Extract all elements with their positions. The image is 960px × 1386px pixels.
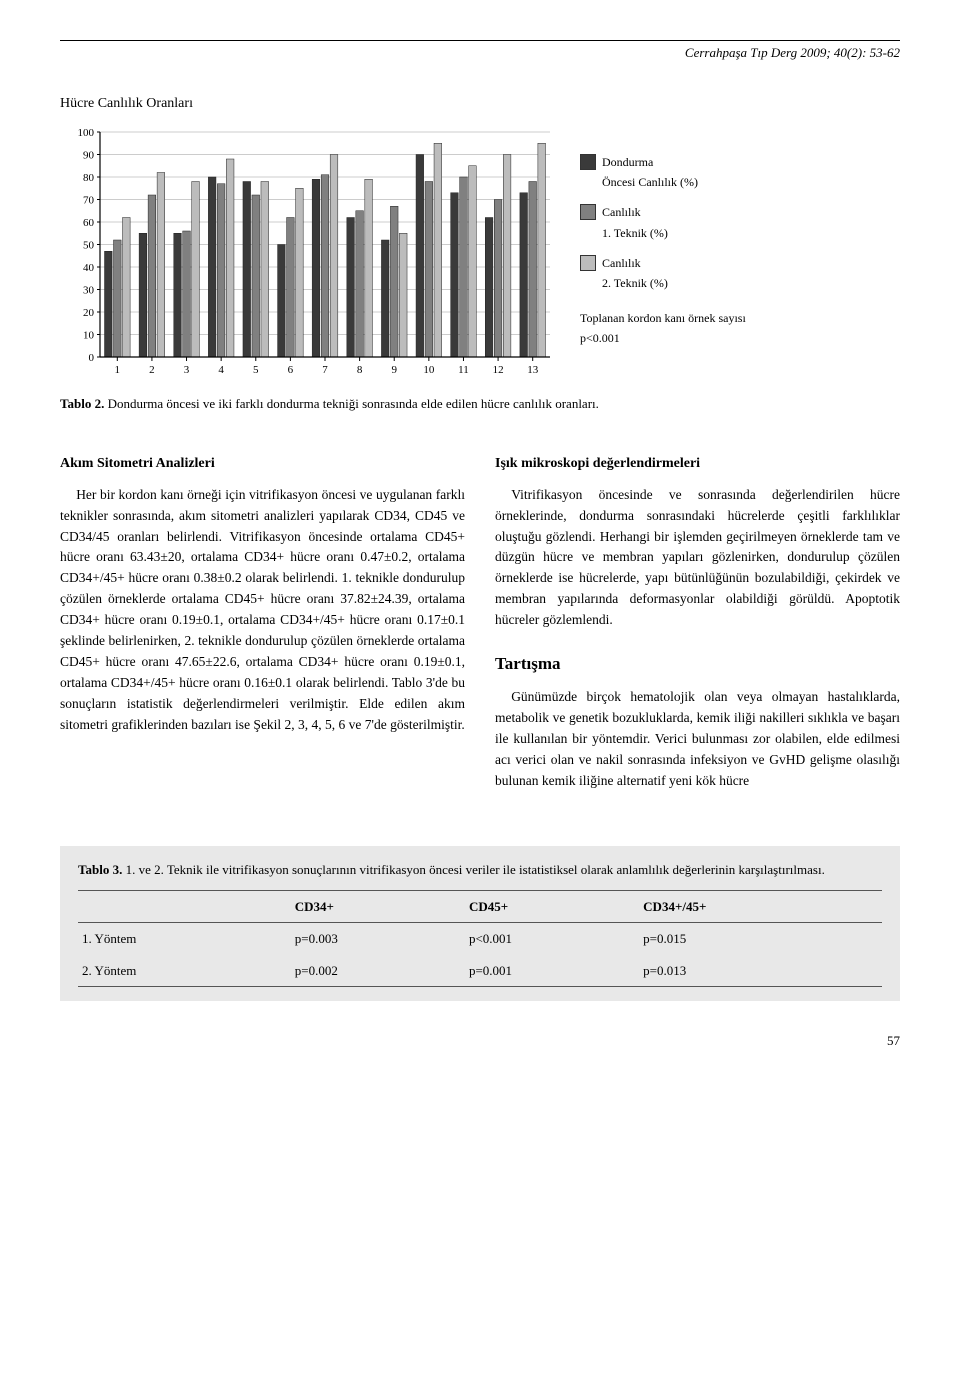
- table3-header-cell: CD34+: [291, 890, 465, 923]
- table3-cell: p<0.001: [465, 923, 639, 955]
- table3-cell: 2. Yöntem: [78, 955, 291, 987]
- table3-row: 2. Yöntemp=0.002p=0.001p=0.013: [78, 955, 882, 987]
- svg-text:13: 13: [527, 364, 539, 376]
- left-p1: Her bir kordon kanı örneği için vitrifik…: [60, 485, 465, 736]
- right-heading2: Tartışma: [495, 651, 900, 677]
- svg-text:5: 5: [253, 364, 259, 376]
- table3-cell: p=0.002: [291, 955, 465, 987]
- legend-swatch: [580, 204, 596, 220]
- svg-text:10: 10: [423, 364, 435, 376]
- table3-cell: p=0.013: [639, 955, 882, 987]
- svg-text:0: 0: [89, 352, 95, 364]
- svg-text:10: 10: [83, 329, 95, 341]
- svg-text:50: 50: [83, 239, 95, 251]
- svg-text:60: 60: [83, 217, 95, 229]
- body-columns: Akım Sitometri Analizleri Her bir kordon…: [60, 453, 900, 806]
- table3-cell: p=0.001: [465, 955, 639, 987]
- chart-pvalue: p<0.001: [580, 328, 746, 348]
- svg-text:80: 80: [83, 172, 95, 184]
- figure-2: 010203040506070809010012345678910111213 …: [60, 122, 900, 382]
- right-column: Işık mikroskopi değerlendirmeleri Vitrif…: [495, 453, 900, 806]
- legend-label: DondurmaÖncesi Canlılık (%): [602, 152, 698, 193]
- tablo2-caption: Tablo 2. Dondurma öncesi ve iki farklı d…: [60, 394, 900, 414]
- svg-text:100: 100: [78, 127, 95, 139]
- right-p1: Vitrifikasyon öncesinde ve sonrasında de…: [495, 485, 900, 631]
- table3-label: Tablo 3.: [78, 862, 122, 877]
- svg-text:40: 40: [83, 262, 95, 274]
- table3: CD34+CD45+CD34+/45+ 1. Yöntemp=0.003p<0.…: [78, 890, 882, 988]
- figure-title: Hücre Canlılık Oranları: [60, 93, 900, 114]
- table3-text: 1. ve 2. Teknik ile vitrifikasyon sonuçl…: [126, 862, 825, 877]
- svg-text:70: 70: [83, 194, 95, 206]
- svg-text:20: 20: [83, 307, 95, 319]
- table3-caption: Tablo 3. 1. ve 2. Teknik ile vitrifikasy…: [78, 860, 882, 880]
- chart-svg: 010203040506070809010012345678910111213: [60, 122, 560, 382]
- left-column: Akım Sitometri Analizleri Her bir kordon…: [60, 453, 465, 806]
- right-heading1: Işık mikroskopi değerlendirmeleri: [495, 453, 900, 475]
- legend-item: Canlılık1. Teknik (%): [580, 202, 746, 243]
- table3-row: 1. Yöntemp=0.003p<0.001p=0.015: [78, 923, 882, 955]
- table3-header-cell: CD45+: [465, 890, 639, 923]
- legend-label: Canlılık2. Teknik (%): [602, 253, 668, 294]
- header-rule: [60, 40, 900, 41]
- svg-text:3: 3: [184, 364, 190, 376]
- svg-text:30: 30: [83, 284, 95, 296]
- svg-text:8: 8: [357, 364, 363, 376]
- legend-swatch: [580, 154, 596, 170]
- svg-text:11: 11: [458, 364, 469, 376]
- table3-cell: 1. Yöntem: [78, 923, 291, 955]
- table3-box: Tablo 3. 1. ve 2. Teknik ile vitrifikasy…: [60, 846, 900, 1001]
- svg-text:1: 1: [115, 364, 121, 376]
- table3-header-cell: CD34+/45+: [639, 890, 882, 923]
- journal-header: Cerrahpaşa Tıp Derg 2009; 40(2): 53-62: [60, 43, 900, 63]
- svg-text:6: 6: [288, 364, 294, 376]
- svg-text:9: 9: [391, 364, 397, 376]
- svg-text:7: 7: [322, 364, 328, 376]
- svg-text:90: 90: [83, 149, 95, 161]
- svg-text:4: 4: [218, 364, 224, 376]
- tablo2-label: Tablo 2.: [60, 396, 104, 411]
- table3-cell: p=0.015: [639, 923, 882, 955]
- svg-text:12: 12: [493, 364, 504, 376]
- chart-legend: DondurmaÖncesi Canlılık (%) Canlılık1. Te…: [580, 122, 746, 349]
- table3-cell: p=0.003: [291, 923, 465, 955]
- bar-chart: 010203040506070809010012345678910111213: [60, 122, 560, 382]
- right-p2: Günümüzde birçok hematolojik olan veya o…: [495, 687, 900, 792]
- page-number: 57: [60, 1031, 900, 1051]
- table3-header-cell: [78, 890, 291, 923]
- tablo2-text: Dondurma öncesi ve iki farklı dondurma t…: [108, 396, 599, 411]
- legend-label: Canlılık1. Teknik (%): [602, 202, 668, 243]
- svg-text:2: 2: [149, 364, 155, 376]
- chart-subcaption: Toplanan kordon kanı örnek sayısı: [580, 308, 746, 328]
- left-heading: Akım Sitometri Analizleri: [60, 453, 465, 475]
- legend-item: DondurmaÖncesi Canlılık (%): [580, 152, 746, 193]
- legend-swatch: [580, 255, 596, 271]
- legend-item: Canlılık2. Teknik (%): [580, 253, 746, 294]
